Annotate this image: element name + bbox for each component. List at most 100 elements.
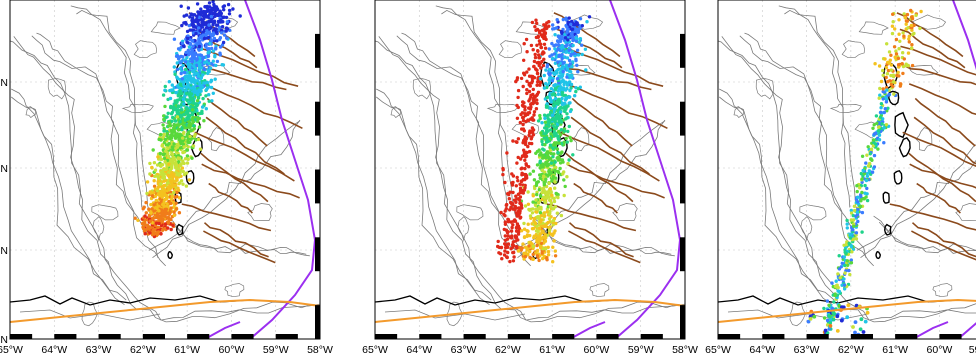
fault-line [565, 152, 634, 203]
earthquake-point [535, 243, 539, 248]
earthquake-point [879, 110, 883, 115]
earthquake-point [167, 175, 172, 179]
earthquake-point [160, 163, 165, 167]
fault-line [911, 230, 976, 261]
plate-boundary-line [375, 298, 685, 323]
earthquake-point [184, 171, 189, 175]
earthquake-point [882, 110, 886, 115]
earthquake-point [202, 17, 206, 21]
earthquake-point [540, 121, 544, 125]
earthquake-point [216, 13, 220, 17]
earthquake-point [160, 211, 164, 216]
earthquake-point [571, 153, 575, 157]
earthquake-point [550, 79, 555, 83]
earthquake-point [527, 165, 531, 169]
earthquake-point [527, 149, 532, 154]
lat-tick-label: 14°N [0, 163, 8, 175]
earthquake-point [547, 181, 551, 185]
earthquake-point [166, 124, 171, 128]
earthquake-point [573, 94, 577, 98]
island-coastline [185, 169, 195, 185]
earthquake-point [511, 259, 516, 263]
earthquake-point [563, 36, 568, 40]
earthquake-point [181, 136, 185, 140]
earthquake-point [842, 283, 847, 287]
earthquake-point [538, 239, 542, 243]
earthquake-point [545, 210, 549, 214]
earthquake-point [169, 88, 174, 92]
earthquake-point [231, 7, 235, 11]
earthquake-point [507, 197, 511, 201]
trench-path [569, 321, 606, 339]
earthquake-point [517, 226, 521, 230]
earthquake-point [877, 96, 881, 100]
earthquake-point [209, 14, 214, 19]
frame-bar [142, 334, 165, 339]
earthquake-point [536, 215, 540, 219]
earthquake-point [902, 34, 906, 38]
bathymetry-contour [376, 96, 492, 301]
earthquake-point [204, 42, 209, 46]
earthquake-point [842, 243, 846, 247]
earthquake-point [862, 197, 866, 201]
earthquake-point [822, 306, 826, 311]
earthquake-point [176, 186, 180, 190]
earthquake-point [519, 229, 524, 233]
earthquake-point [861, 168, 865, 173]
earthquake-point [153, 194, 158, 198]
fault-line [568, 230, 641, 264]
earthquake-point [832, 300, 836, 304]
earthquake-point [151, 148, 155, 152]
earthquake-point [500, 257, 504, 261]
earthquake-point [544, 26, 548, 31]
earthquake-point [224, 15, 229, 20]
earthquake-point [543, 223, 547, 227]
earthquake-point [534, 251, 538, 255]
earthquake-point [532, 96, 536, 101]
earthquake-point [566, 20, 570, 24]
earthquake-point [194, 57, 199, 61]
earthquake-point [185, 29, 190, 34]
earthquake-point [172, 65, 176, 69]
bathymetry-contour [148, 120, 301, 251]
earthquake-point [152, 203, 156, 207]
fault-line [194, 131, 295, 182]
earthquake-point [503, 220, 507, 224]
earthquake-point [570, 73, 574, 78]
earthquake-point [878, 93, 882, 97]
lon-tick-label: 61°W [174, 344, 200, 356]
bathymetry-contour [384, 309, 526, 321]
earthquake-point [553, 47, 557, 51]
earthquake-point [520, 206, 524, 210]
earthquake-point [548, 148, 553, 152]
earthquake-point [535, 83, 539, 87]
earthquake-point [884, 75, 888, 80]
boundary-path [375, 298, 685, 323]
earthquake-point [536, 49, 540, 53]
earthquake-point [211, 59, 215, 63]
earthquake-point [515, 161, 519, 165]
earthquake-point [174, 176, 179, 180]
earthquake-point [552, 152, 556, 156]
earthquake-point [543, 214, 547, 218]
earthquake-point [865, 310, 870, 315]
earthquake-point [206, 15, 210, 19]
earthquake-point [552, 92, 556, 96]
earthquake-point [564, 50, 568, 54]
earthquake-point [545, 63, 550, 67]
earthquake-point [898, 84, 902, 88]
bathymetry-contour [755, 78, 774, 100]
earthquake-point [552, 199, 557, 204]
earthquake-point [530, 227, 535, 231]
earthquake-point [896, 56, 901, 61]
earthquake-point [143, 218, 147, 222]
earthquake-point [171, 148, 175, 152]
earthquake-point [543, 46, 548, 50]
earthquake-point [865, 192, 869, 196]
frame-bar [315, 101, 320, 136]
earthquake-point [169, 128, 174, 133]
earthquake-point [510, 225, 514, 230]
earthquake-point [850, 250, 854, 254]
earthquake-point [536, 201, 541, 205]
earthquake-point [520, 111, 525, 115]
